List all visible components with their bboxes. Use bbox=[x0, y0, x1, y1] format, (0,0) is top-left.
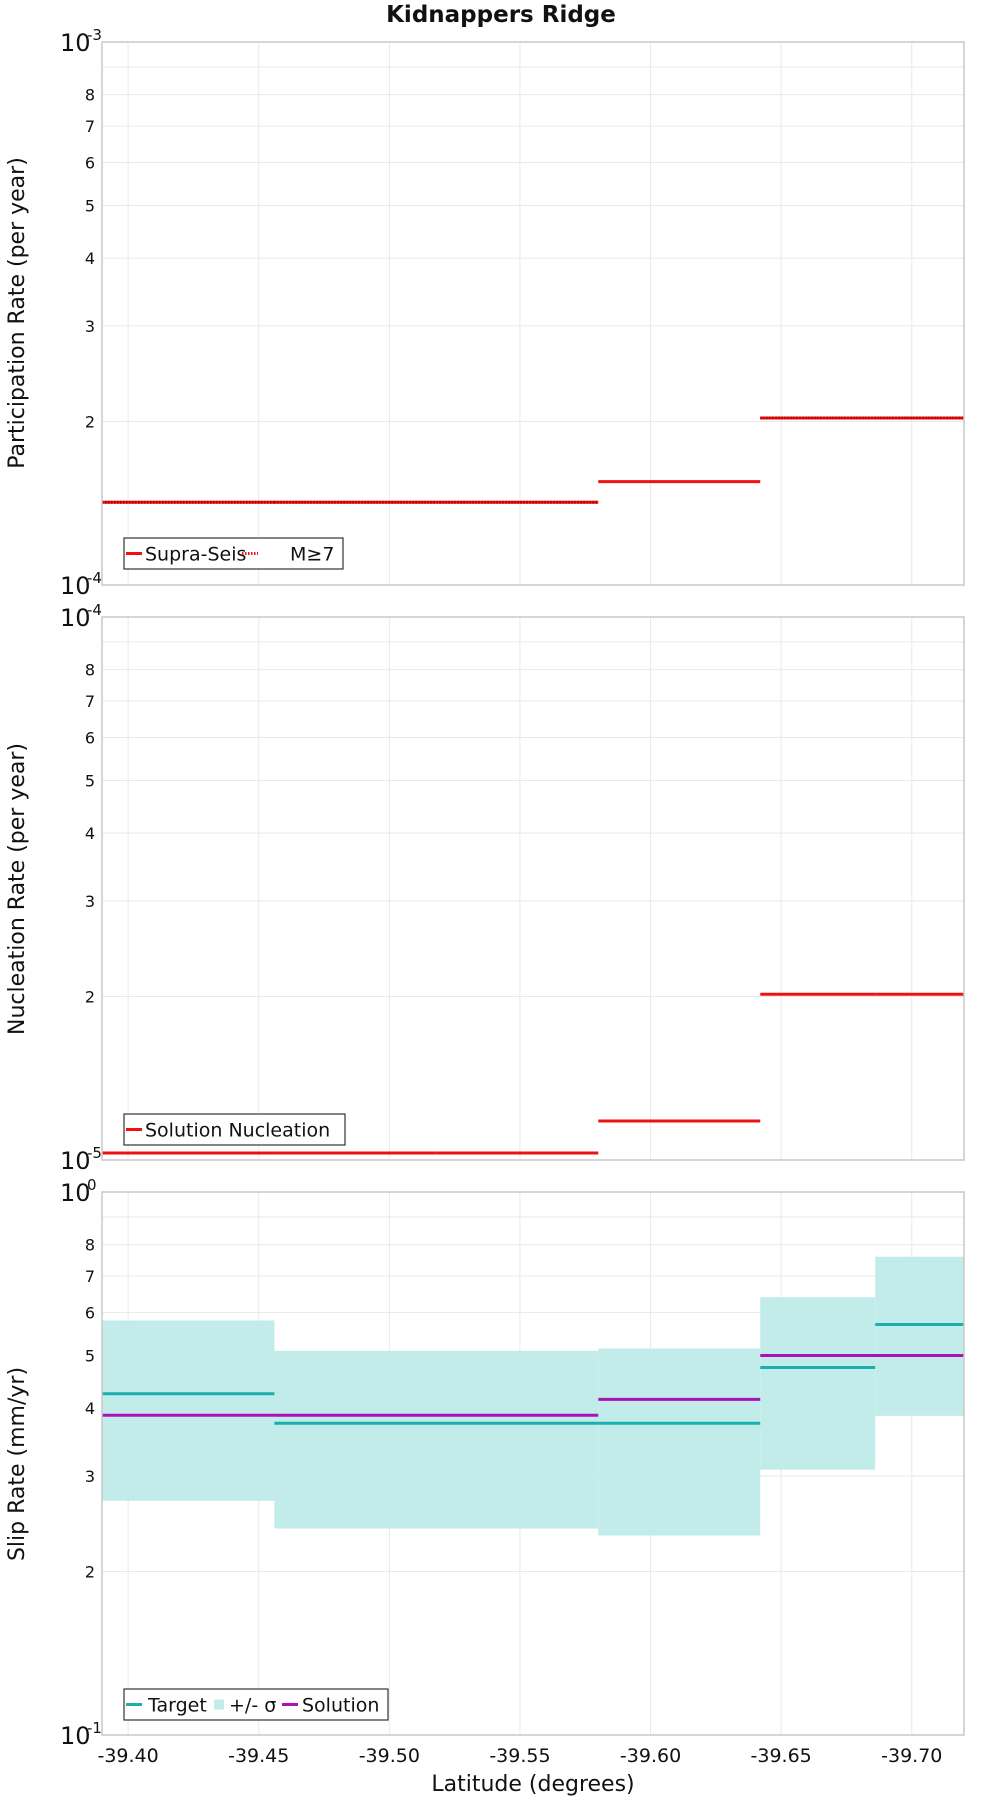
slip-rate-panel: Slip Rate (mm/yr) Latitude (degrees) 2 3 4… bbox=[5, 1176, 965, 1797]
y-decade-exponent: -3 bbox=[87, 26, 102, 44]
y-tick-label: 8 bbox=[85, 1236, 95, 1255]
y-tick-label: 5 bbox=[85, 771, 95, 790]
y-decade-label: 10 bbox=[60, 604, 91, 632]
y-decade-label: 10 bbox=[60, 572, 91, 600]
legend-label: Solution Nucleation bbox=[145, 1120, 330, 1142]
y-decade-exponent: 0 bbox=[87, 1176, 97, 1194]
y-tick-label: 2 bbox=[85, 988, 95, 1007]
y-decade-exponent: -4 bbox=[87, 569, 102, 587]
y-tick-label: 3 bbox=[85, 1467, 95, 1486]
x-tick-label: -39.45 bbox=[228, 1745, 289, 1767]
legend: Target +/- σ Solution bbox=[123, 1688, 389, 1721]
legend-label: Target bbox=[147, 1695, 207, 1717]
legend-band-swatch bbox=[214, 1699, 224, 1710]
legend: Supra-Seis M≥7 bbox=[123, 537, 344, 570]
legend-box bbox=[123, 537, 344, 570]
y-decade-label: 10 bbox=[60, 1179, 91, 1207]
y-decade-exponent: -1 bbox=[87, 1719, 102, 1737]
legend-label: Solution bbox=[302, 1695, 379, 1717]
slip-rate-ylabel: Slip Rate (mm/yr) bbox=[5, 1367, 30, 1561]
y-tick-label: 2 bbox=[85, 1563, 95, 1582]
sigma-band bbox=[760, 1297, 876, 1470]
x-tick-label: -39.50 bbox=[359, 1745, 420, 1767]
x-tick-label: -39.65 bbox=[751, 1745, 812, 1767]
chart-title: Kidnappers Ridge bbox=[386, 2, 616, 28]
y-tick-label: 7 bbox=[85, 1267, 95, 1286]
y-tick-label: 8 bbox=[85, 86, 95, 105]
sigma-band bbox=[274, 1350, 599, 1529]
nucleation-rate-panel: Nucleation Rate (per year) 234567810-510… bbox=[5, 601, 965, 1175]
y-decade-label: 10 bbox=[60, 1147, 91, 1175]
y-tick-label: 7 bbox=[85, 692, 95, 711]
y-tick-label: 6 bbox=[85, 1303, 95, 1322]
legend-label: Supra-Seis bbox=[145, 544, 246, 566]
y-tick-label: 3 bbox=[85, 892, 95, 911]
legend-label: M≥7 bbox=[290, 544, 334, 566]
participation-ylabel: Participation Rate (per year) bbox=[5, 157, 30, 469]
plot-frame bbox=[101, 616, 965, 1161]
y-tick-label: 4 bbox=[85, 824, 95, 843]
x-tick-label: -39.70 bbox=[881, 1745, 942, 1767]
participation-rate-panel: Participation Rate (per year) 234567810-… bbox=[5, 26, 965, 600]
x-tick-label: -39.55 bbox=[489, 1745, 550, 1767]
sigma-band bbox=[598, 1348, 761, 1536]
sigma-band bbox=[875, 1256, 964, 1416]
plot-frame bbox=[101, 41, 965, 586]
y-decade-exponent: -4 bbox=[87, 601, 102, 619]
legend-label: +/- σ bbox=[229, 1695, 276, 1717]
y-tick-label: 2 bbox=[85, 413, 95, 432]
legend-box bbox=[123, 1113, 346, 1146]
x-tick-label: -39.60 bbox=[620, 1745, 681, 1767]
legend-box bbox=[123, 1688, 389, 1721]
nucleation-ylabel: Nucleation Rate (per year) bbox=[5, 743, 30, 1035]
y-tick-label: 3 bbox=[85, 317, 95, 336]
sigma-band bbox=[102, 1320, 275, 1501]
y-tick-label: 6 bbox=[85, 728, 95, 747]
latitude-xlabel: Latitude (degrees) bbox=[431, 1772, 634, 1797]
y-decade-label: 10 bbox=[60, 29, 91, 57]
y-tick-label: 4 bbox=[85, 1399, 95, 1418]
y-tick-label: 6 bbox=[85, 153, 95, 172]
legend: Solution Nucleation bbox=[123, 1113, 346, 1146]
y-decade-exponent: -5 bbox=[87, 1144, 102, 1162]
y-tick-label: 4 bbox=[85, 249, 95, 268]
y-tick-label: 5 bbox=[85, 1346, 95, 1365]
y-tick-label: 8 bbox=[85, 661, 95, 680]
y-tick-label: 7 bbox=[85, 117, 95, 136]
y-decade-label: 10 bbox=[60, 1722, 91, 1750]
plot-frame bbox=[101, 1191, 965, 1736]
y-tick-label: 5 bbox=[85, 196, 95, 215]
x-tick-label: -39.40 bbox=[97, 1745, 158, 1767]
